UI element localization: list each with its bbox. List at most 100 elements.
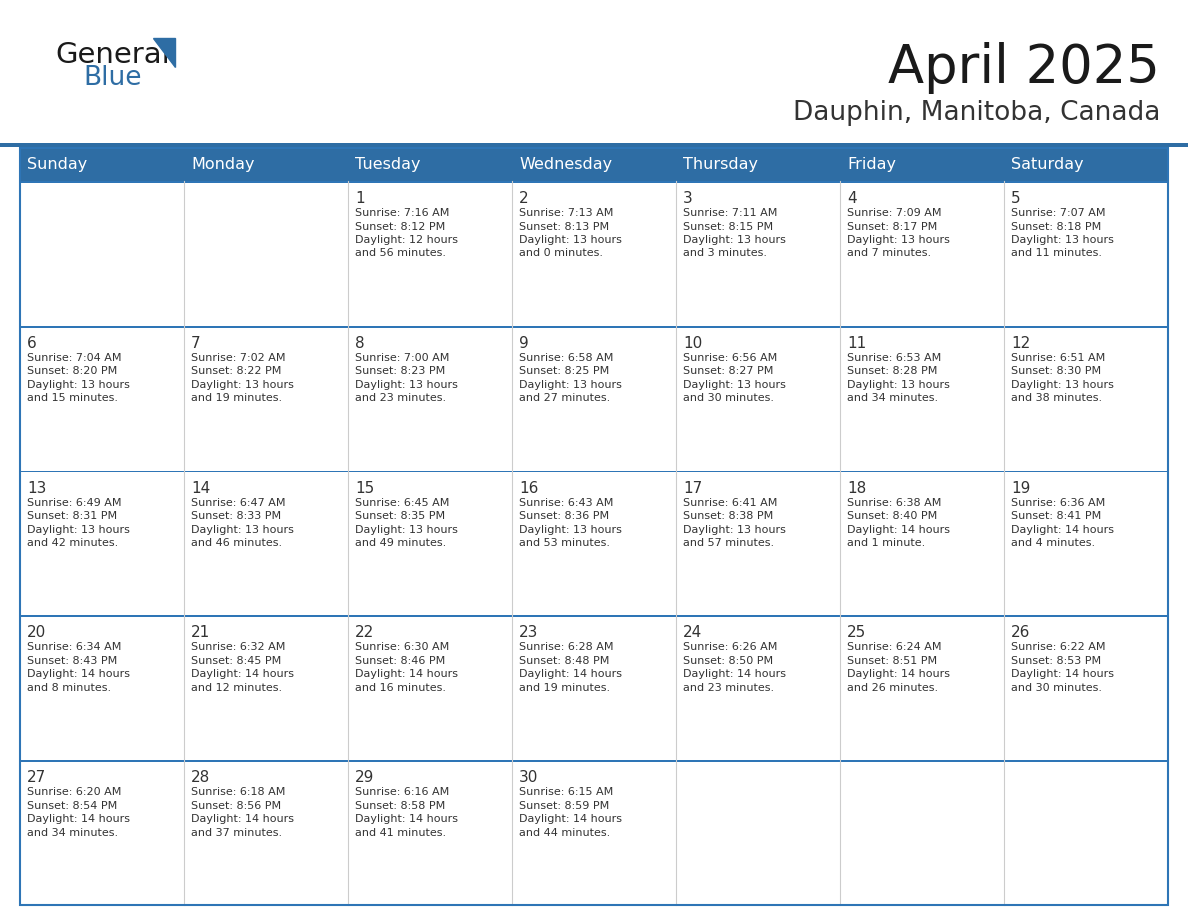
Text: Sunset: 8:36 PM: Sunset: 8:36 PM (519, 511, 609, 521)
Text: Dauphin, Manitoba, Canada: Dauphin, Manitoba, Canada (792, 100, 1159, 126)
Text: Daylight: 14 hours: Daylight: 14 hours (191, 669, 293, 679)
Text: 3: 3 (683, 191, 693, 206)
Text: and 0 minutes.: and 0 minutes. (519, 249, 604, 259)
Bar (184, 762, 348, 905)
Text: Daylight: 13 hours: Daylight: 13 hours (355, 524, 457, 534)
Bar (676, 183, 840, 326)
Bar (840, 183, 1004, 326)
Text: Sunset: 8:17 PM: Sunset: 8:17 PM (847, 221, 937, 231)
Text: 28: 28 (191, 770, 210, 785)
Bar (20, 903, 1168, 905)
Text: Daylight: 13 hours: Daylight: 13 hours (191, 524, 293, 534)
Text: Sunrise: 6:32 AM: Sunrise: 6:32 AM (191, 643, 285, 653)
Text: and 34 minutes.: and 34 minutes. (27, 828, 118, 838)
Text: Sunset: 8:13 PM: Sunset: 8:13 PM (519, 221, 609, 231)
Text: 22: 22 (355, 625, 374, 641)
Text: Sunset: 8:22 PM: Sunset: 8:22 PM (191, 366, 282, 376)
Text: 11: 11 (847, 336, 866, 351)
Text: 26: 26 (1011, 625, 1030, 641)
Text: Sunrise: 6:18 AM: Sunrise: 6:18 AM (191, 788, 285, 797)
Bar (184, 148, 348, 181)
Bar (20, 617, 183, 760)
Text: 21: 21 (191, 625, 210, 641)
Bar (348, 148, 512, 181)
Bar (348, 473, 512, 615)
Text: Daylight: 13 hours: Daylight: 13 hours (355, 380, 457, 390)
Bar (184, 328, 348, 471)
Text: 4: 4 (847, 191, 857, 206)
Bar (840, 762, 1004, 905)
Bar (20, 760, 1168, 762)
Bar (20, 473, 183, 615)
Text: 10: 10 (683, 336, 702, 351)
Text: 18: 18 (847, 481, 866, 496)
Bar (184, 183, 348, 326)
Text: and 15 minutes.: and 15 minutes. (27, 393, 118, 403)
Text: Sunrise: 6:47 AM: Sunrise: 6:47 AM (191, 498, 285, 508)
Text: and 57 minutes.: and 57 minutes. (683, 538, 775, 548)
Text: Sunset: 8:50 PM: Sunset: 8:50 PM (683, 655, 773, 666)
Text: and 42 minutes.: and 42 minutes. (27, 538, 119, 548)
Bar (676, 762, 840, 905)
Text: Sunrise: 7:02 AM: Sunrise: 7:02 AM (191, 353, 285, 363)
Text: Sunset: 8:30 PM: Sunset: 8:30 PM (1011, 366, 1101, 376)
Text: Daylight: 13 hours: Daylight: 13 hours (519, 380, 621, 390)
Text: Sunset: 8:54 PM: Sunset: 8:54 PM (27, 800, 118, 811)
Text: 27: 27 (27, 770, 46, 785)
Text: Sunrise: 6:53 AM: Sunrise: 6:53 AM (847, 353, 941, 363)
Text: and 1 minute.: and 1 minute. (847, 538, 925, 548)
Bar (840, 473, 1004, 615)
Text: Sunset: 8:20 PM: Sunset: 8:20 PM (27, 366, 118, 376)
Text: and 8 minutes.: and 8 minutes. (27, 683, 112, 693)
Text: Daylight: 13 hours: Daylight: 13 hours (519, 235, 621, 245)
Text: Daylight: 14 hours: Daylight: 14 hours (27, 814, 129, 824)
Text: and 19 minutes.: and 19 minutes. (191, 393, 282, 403)
Bar (1004, 328, 1168, 471)
Text: 23: 23 (519, 625, 538, 641)
Text: Daylight: 13 hours: Daylight: 13 hours (1011, 380, 1114, 390)
Text: Daylight: 14 hours: Daylight: 14 hours (847, 524, 950, 534)
Text: Sunrise: 6:56 AM: Sunrise: 6:56 AM (683, 353, 777, 363)
Text: and 56 minutes.: and 56 minutes. (355, 249, 446, 259)
Bar (20, 148, 1168, 905)
Text: Daylight: 14 hours: Daylight: 14 hours (683, 669, 786, 679)
Bar (184, 617, 348, 760)
Polygon shape (153, 38, 175, 67)
Text: Sunset: 8:18 PM: Sunset: 8:18 PM (1011, 221, 1101, 231)
Bar (20, 326, 1168, 328)
Text: 30: 30 (519, 770, 538, 785)
Text: Wednesday: Wednesday (519, 157, 612, 172)
Text: Daylight: 14 hours: Daylight: 14 hours (355, 669, 459, 679)
Text: Daylight: 13 hours: Daylight: 13 hours (27, 524, 129, 534)
Text: Daylight: 14 hours: Daylight: 14 hours (191, 814, 293, 824)
Text: 8: 8 (355, 336, 365, 351)
Bar (20, 762, 183, 905)
Text: Sunrise: 7:13 AM: Sunrise: 7:13 AM (519, 208, 613, 218)
Text: Sunset: 8:43 PM: Sunset: 8:43 PM (27, 655, 118, 666)
Bar (840, 328, 1004, 471)
Bar (0, 143, 1188, 147)
Text: 12: 12 (1011, 336, 1030, 351)
Text: Sunrise: 7:07 AM: Sunrise: 7:07 AM (1011, 208, 1106, 218)
Text: and 44 minutes.: and 44 minutes. (519, 828, 611, 838)
Text: 19: 19 (1011, 481, 1030, 496)
Bar (512, 617, 676, 760)
Text: 13: 13 (27, 481, 46, 496)
Text: Daylight: 13 hours: Daylight: 13 hours (1011, 235, 1114, 245)
Text: 6: 6 (27, 336, 37, 351)
Text: Sunrise: 7:00 AM: Sunrise: 7:00 AM (355, 353, 449, 363)
Text: Sunset: 8:59 PM: Sunset: 8:59 PM (519, 800, 609, 811)
Text: Daylight: 14 hours: Daylight: 14 hours (1011, 524, 1114, 534)
Text: 2: 2 (519, 191, 529, 206)
Bar (348, 617, 512, 760)
Text: Daylight: 13 hours: Daylight: 13 hours (683, 524, 786, 534)
Text: Sunrise: 6:26 AM: Sunrise: 6:26 AM (683, 643, 777, 653)
Text: 16: 16 (519, 481, 538, 496)
Text: Sunrise: 6:41 AM: Sunrise: 6:41 AM (683, 498, 777, 508)
Bar (840, 617, 1004, 760)
Text: 1: 1 (355, 191, 365, 206)
Text: and 4 minutes.: and 4 minutes. (1011, 538, 1095, 548)
Text: 9: 9 (519, 336, 529, 351)
Bar (676, 328, 840, 471)
Text: Sunset: 8:35 PM: Sunset: 8:35 PM (355, 511, 446, 521)
